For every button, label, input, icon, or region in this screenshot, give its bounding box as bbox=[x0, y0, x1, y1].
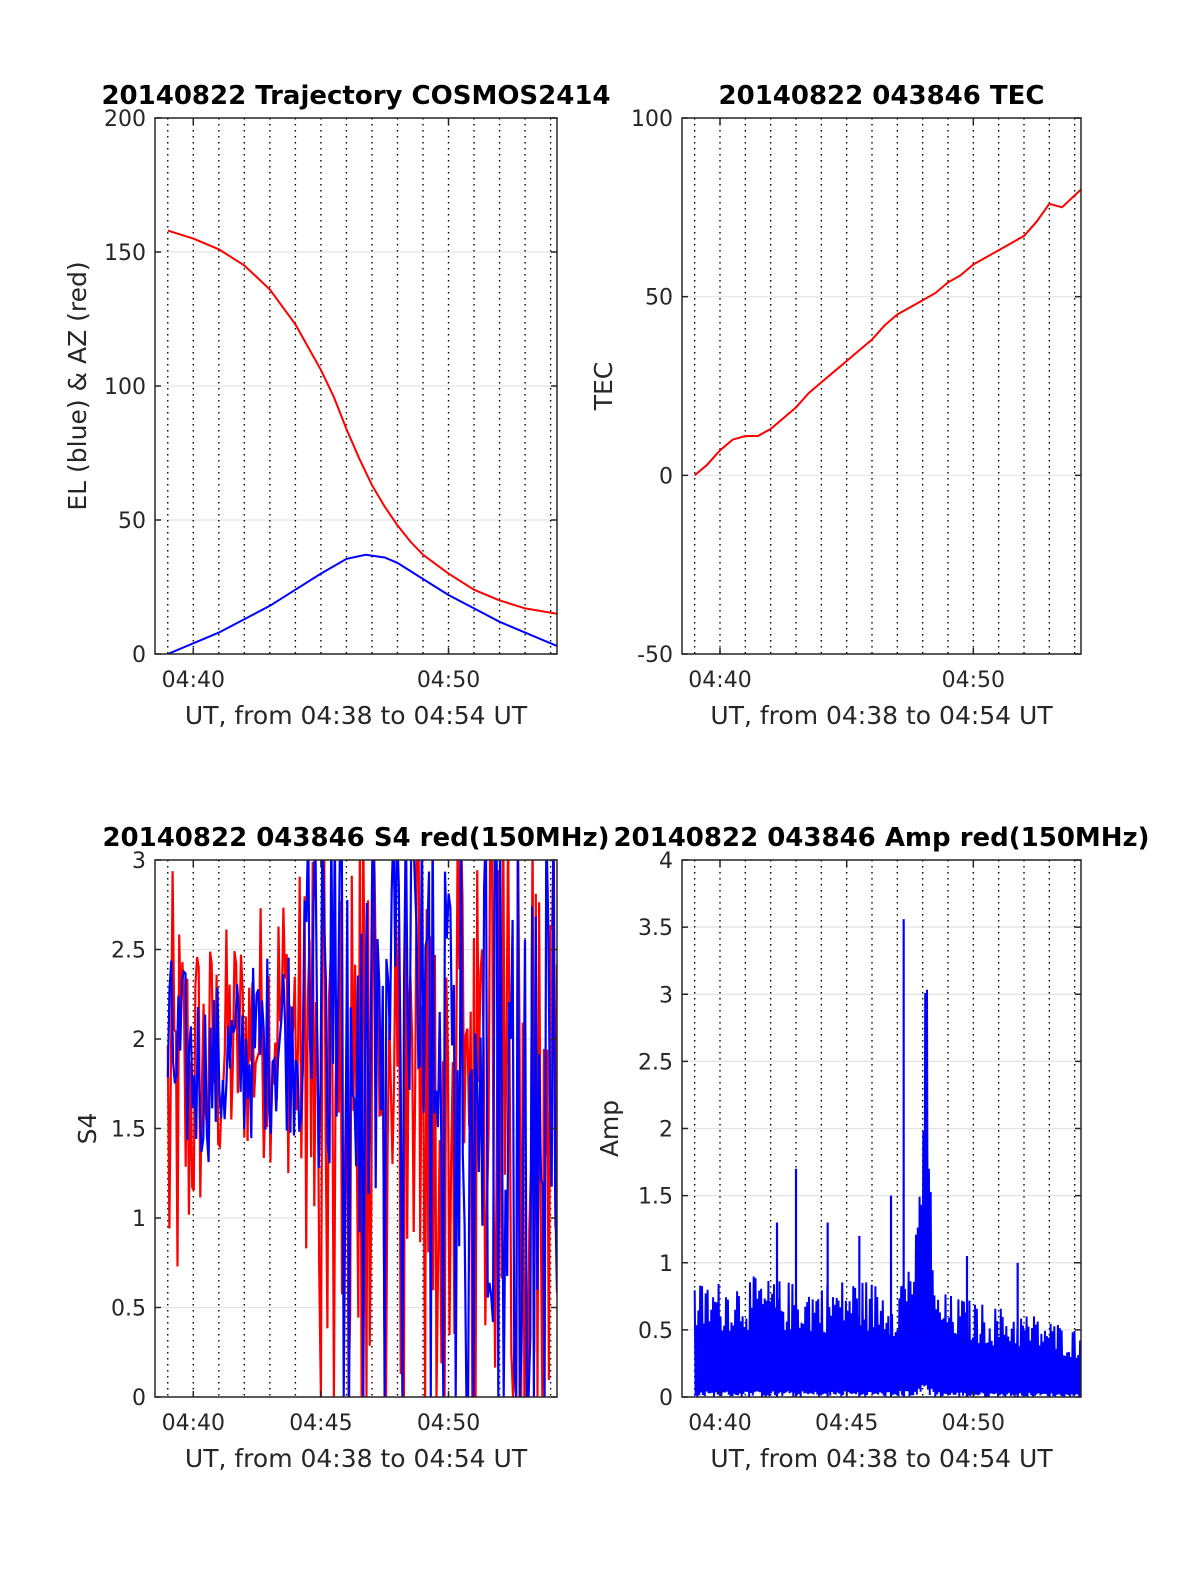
x-tick-label: 04:40 bbox=[688, 1411, 751, 1436]
series-line-blue bbox=[693, 989, 1081, 1397]
x-tick-label: 04:50 bbox=[942, 668, 1005, 693]
y-axis-label: TEC bbox=[589, 362, 618, 412]
x-axis-label: UT, from 04:38 to 04:54 UT bbox=[185, 701, 528, 730]
amp-plot: 0 0.5 1 1.5 2 2.5 3 3.5 4 04:40 04:45 04:50 UT, from… bbox=[595, 823, 1150, 1473]
y-tick-label: 1 bbox=[659, 1252, 673, 1277]
y-tick-label: 0 bbox=[659, 464, 673, 489]
trajectory-plot: 0 50 100 150 200 04:40 04:50 UT, from 04:38 to … bbox=[63, 81, 611, 730]
y-tick-label: 0 bbox=[132, 643, 146, 668]
series-line-red bbox=[167, 229, 557, 615]
x-axis-label: UT, from 04:38 to 04:54 UT bbox=[710, 1444, 1053, 1473]
x-tick-label: 04:50 bbox=[942, 1411, 1005, 1436]
plot-area bbox=[693, 919, 1081, 1397]
plot-area bbox=[167, 229, 557, 654]
chart-title: 20140822 043846 TEC bbox=[719, 81, 1045, 111]
x-tick-label: 04:45 bbox=[289, 1411, 352, 1436]
series-line-red bbox=[694, 188, 1081, 477]
x-axis-label: UT, from 04:38 to 04:54 UT bbox=[185, 1444, 528, 1473]
y-tick-label: 3 bbox=[132, 849, 146, 874]
x-tick-label: 04:45 bbox=[815, 1411, 878, 1436]
x-tick-label: 04:40 bbox=[162, 1411, 225, 1436]
y-tick-label: 4 bbox=[659, 849, 673, 874]
x-axis-label: UT, from 04:38 to 04:54 UT bbox=[710, 701, 1053, 730]
y-tick-label: 100 bbox=[104, 375, 146, 400]
s4-plot: 0 0.5 1 1.5 2 2.5 3 04:40 04:45 04:50 UT, from 04:… bbox=[73, 823, 610, 1473]
y-tick-label: 100 bbox=[631, 107, 673, 132]
x-tick-label: 04:40 bbox=[688, 668, 751, 693]
y-tick-label: 50 bbox=[645, 286, 673, 311]
y-tick-label: 0 bbox=[132, 1386, 146, 1411]
y-tick-label: 3 bbox=[659, 983, 673, 1008]
y-tick-label: 2 bbox=[132, 1028, 146, 1053]
y-tick-label: 2 bbox=[659, 1118, 673, 1143]
plot-area bbox=[694, 188, 1081, 477]
y-tick-label: 0.5 bbox=[111, 1297, 146, 1322]
chart-title: 20140822 Trajectory COSMOS2414 bbox=[101, 81, 610, 111]
y-tick-label: 50 bbox=[118, 509, 146, 534]
y-axis-label: S4 bbox=[73, 1113, 102, 1145]
y-tick-label: 1 bbox=[132, 1207, 146, 1232]
y-tick-label: 150 bbox=[104, 241, 146, 266]
y-axis-label: EL (blue) & AZ (red) bbox=[63, 261, 92, 510]
y-tick-label: 1.5 bbox=[111, 1118, 146, 1143]
x-tick-label: 04:50 bbox=[417, 1411, 480, 1436]
chart-title: 20140822 043846 Amp red(150MHz) bbox=[613, 823, 1149, 853]
y-tick-label: 1.5 bbox=[638, 1185, 673, 1210]
plot-area bbox=[166, 860, 557, 1397]
chart-title: 20140822 043846 S4 red(150MHz) bbox=[102, 823, 609, 853]
series-line-blue bbox=[166, 860, 557, 1397]
y-tick-label: 2.5 bbox=[111, 939, 146, 964]
x-tick-label: 04:50 bbox=[417, 668, 480, 693]
y-tick-label: 0.5 bbox=[638, 1319, 673, 1344]
y-tick-label: 200 bbox=[104, 107, 146, 132]
y-tick-label: 0 bbox=[659, 1386, 673, 1411]
y-tick-label: 2.5 bbox=[638, 1050, 673, 1075]
series-line-blue bbox=[167, 553, 557, 654]
tec-plot: -50 0 50 100 04:40 04:50 UT, from 04:38 to 04:… bbox=[589, 81, 1082, 730]
y-tick-label: -50 bbox=[637, 643, 673, 668]
axes-box bbox=[681, 117, 1082, 655]
x-tick-label: 04:40 bbox=[162, 668, 225, 693]
y-tick-label: 3.5 bbox=[638, 916, 673, 941]
y-axis-label: Amp bbox=[595, 1100, 624, 1157]
